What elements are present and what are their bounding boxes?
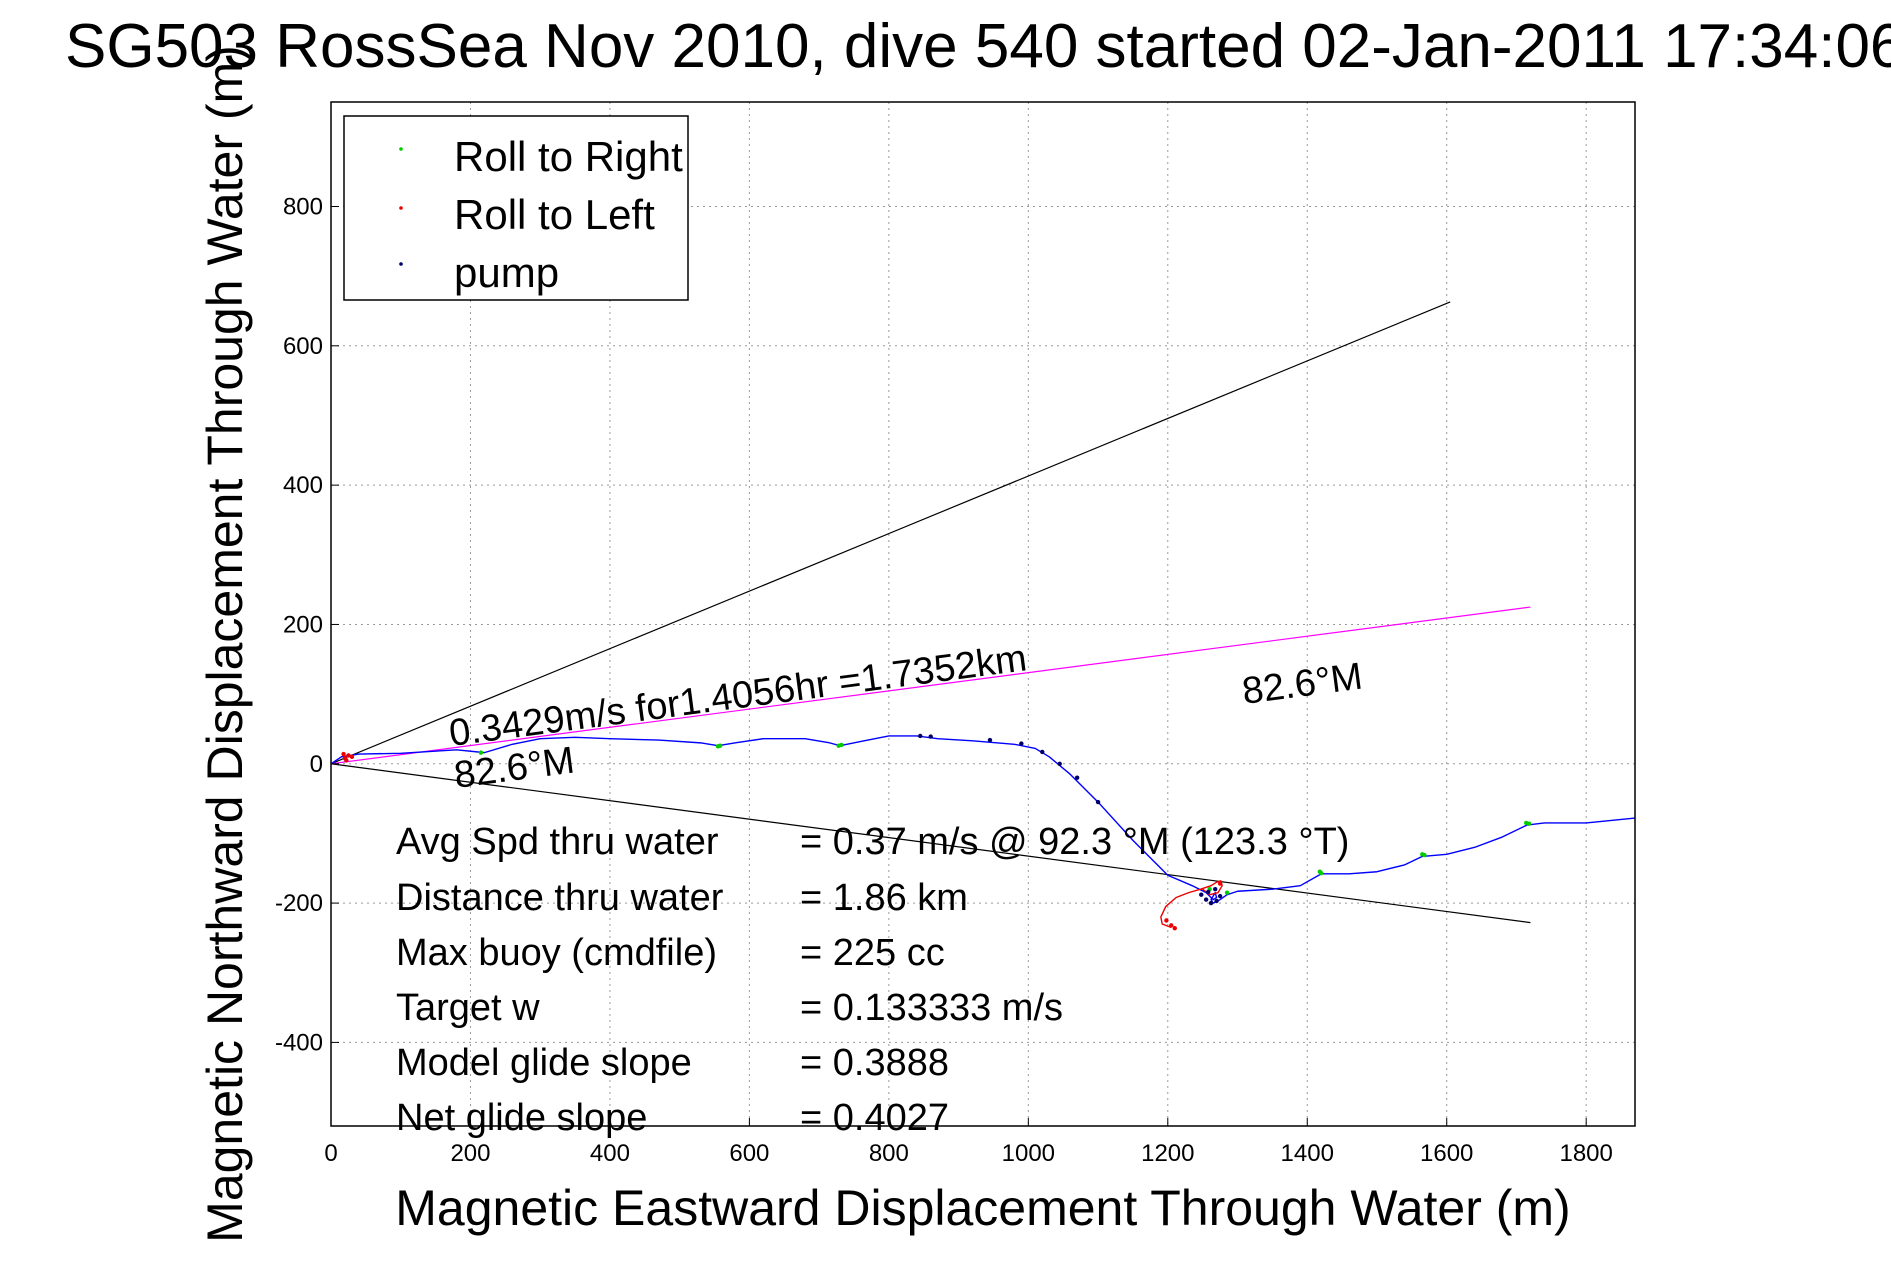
pump-point xyxy=(1208,900,1214,906)
stat-value: = 225 cc xyxy=(800,932,945,974)
x-tick-label: 800 xyxy=(869,1140,909,1167)
stat-value: = 0.3888 xyxy=(800,1042,949,1084)
reference-line xyxy=(330,763,1531,924)
x-axis-label: Magnetic Eastward Displacement Through W… xyxy=(395,1180,1570,1236)
pump-point xyxy=(928,734,933,739)
legend-marker xyxy=(399,262,403,266)
roll-left-point xyxy=(346,753,351,758)
y-tick-label: 0 xyxy=(310,751,323,778)
stat-label: Avg Spd thru water xyxy=(396,821,719,863)
roll-right-point xyxy=(1319,870,1324,876)
stat-label: Target w xyxy=(396,987,540,1029)
roll-right-point xyxy=(1224,890,1230,895)
pump-point xyxy=(1057,761,1062,766)
legend-marker xyxy=(399,206,403,210)
y-tick-label: 600 xyxy=(283,333,323,360)
y-axis-label: Magnetic Northward Displacement Through … xyxy=(197,45,253,1243)
track-line xyxy=(330,735,1636,904)
legend-marker xyxy=(399,147,403,151)
pump-point xyxy=(1040,749,1045,755)
pump-point xyxy=(1206,889,1211,895)
x-tick-label: 0 xyxy=(324,1140,337,1167)
pump-point xyxy=(1019,741,1024,746)
pump-point xyxy=(1095,799,1101,805)
pump-point xyxy=(1074,775,1080,780)
chart-title: SG503 RossSea Nov 2010, dive 540 started… xyxy=(65,12,1891,81)
stat-label: Model glide slope xyxy=(396,1042,692,1084)
stat-label: Net glide slope xyxy=(396,1097,647,1139)
y-tick-label: 400 xyxy=(283,472,323,499)
roll-right-point xyxy=(478,750,484,755)
pump-point xyxy=(1199,892,1204,897)
pump-point xyxy=(1213,886,1218,892)
stat-value: = 0.37 m/s @ 92.3 °M (123.3 °T) xyxy=(800,821,1349,863)
roll-left-point xyxy=(1172,925,1177,931)
y-tick-label: -200 xyxy=(275,890,323,917)
plot-frame xyxy=(330,101,1636,1127)
track-markers xyxy=(341,733,1532,931)
stat-label: Distance thru water xyxy=(396,877,724,919)
legend-label: pump xyxy=(454,249,559,296)
x-tick-label: 1400 xyxy=(1281,1140,1334,1167)
x-tick-label: 1200 xyxy=(1141,1140,1194,1167)
roll-right-point xyxy=(839,742,844,748)
y-tick-label: 800 xyxy=(283,193,323,220)
reference-line xyxy=(330,606,1531,765)
y-ticks: -400 -200 0 200 400 600 800 xyxy=(275,193,339,1056)
roll-left-point xyxy=(349,754,355,760)
roll-right-point xyxy=(717,743,723,748)
roll-left-point xyxy=(1164,918,1169,923)
pump-point xyxy=(987,737,993,743)
stat-label: Max buoy (cmdfile) xyxy=(396,932,717,974)
stat-value: = 0.133333 m/s xyxy=(800,987,1063,1029)
stat-value: = 1.86 km xyxy=(800,877,968,919)
roll-left-point xyxy=(1169,923,1174,928)
reference-line xyxy=(330,301,1451,765)
pump-point xyxy=(1214,898,1219,904)
roll-left-point xyxy=(1217,881,1223,886)
track-lines xyxy=(330,735,1636,929)
roll-left-point xyxy=(344,758,349,763)
x-ticks: 0 200 400 600 800 1000 1200 1400 1600 1800 xyxy=(324,1118,1613,1167)
pump-point xyxy=(918,733,923,739)
y-tick-label: 200 xyxy=(283,611,323,638)
x-tick-label: 400 xyxy=(590,1140,630,1167)
roll-left-loop xyxy=(1160,880,1223,929)
reference-lines xyxy=(330,301,1531,924)
roll-right-point xyxy=(1526,821,1532,826)
x-tick-label: 1000 xyxy=(1002,1140,1055,1167)
legend-label: Roll to Left xyxy=(454,191,655,238)
stats-block: Avg Spd thru water = 0.37 m/s @ 92.3 °M … xyxy=(396,821,1349,1139)
x-tick-label: 1800 xyxy=(1559,1140,1612,1167)
legend-label: Roll to Right xyxy=(454,133,683,180)
x-tick-label: 600 xyxy=(729,1140,769,1167)
pump-point xyxy=(1203,897,1209,902)
roll-left-point xyxy=(341,751,346,757)
stat-value: = 0.4027 xyxy=(800,1097,949,1139)
pump-point xyxy=(1217,893,1223,899)
x-tick-label: 200 xyxy=(450,1140,490,1167)
legend: Roll to Right Roll to Left pump xyxy=(343,115,689,301)
roll-right-point xyxy=(1422,852,1427,858)
y-tick-label: -400 xyxy=(275,1029,323,1056)
x-tick-label: 1600 xyxy=(1420,1140,1473,1167)
grid xyxy=(330,102,1635,1126)
